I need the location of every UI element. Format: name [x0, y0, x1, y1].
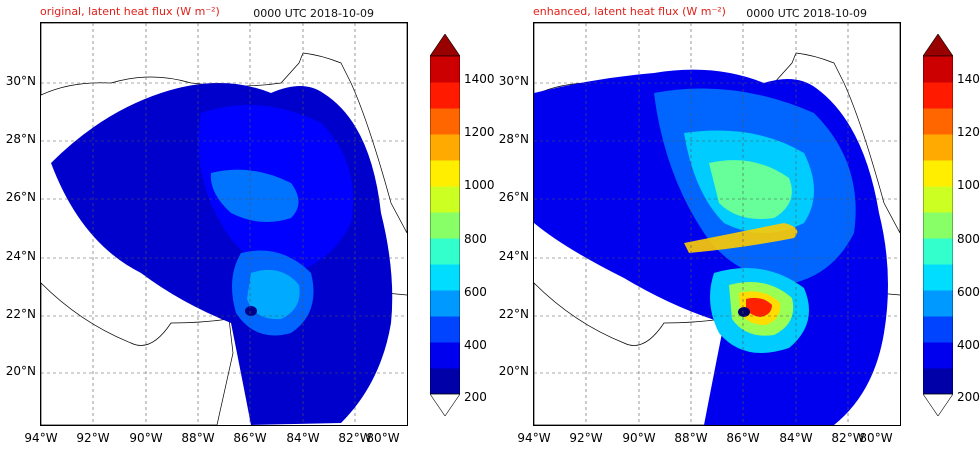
- lon-label: 94°W: [24, 431, 58, 445]
- panel-title: enhanced, latent heat flux (W m⁻²): [533, 5, 726, 18]
- colorbar-segment: [923, 342, 953, 369]
- colorbar: [923, 34, 953, 416]
- colorbar-label: 200: [464, 390, 487, 404]
- lon-label: 90°W: [622, 431, 656, 445]
- colorbar-segment: [430, 82, 460, 109]
- heat-flux-contours: [534, 69, 888, 425]
- lat-label: 28°N: [5, 132, 36, 146]
- colorbar-label: 1200: [957, 125, 980, 139]
- heat-flux-contours: [51, 83, 393, 425]
- gridlines: [41, 23, 407, 425]
- panel-time: 0000 UTC 2018-10-09: [746, 7, 867, 20]
- lat-label: 22°N: [5, 307, 36, 321]
- colorbar-top-cap: [430, 34, 460, 57]
- colorbar-segment: [923, 134, 953, 161]
- colorbar-segment: [430, 160, 460, 187]
- panel-title: original, latent heat flux (W m⁻²): [40, 5, 220, 18]
- lat-label: 24°N: [5, 249, 36, 263]
- colorbar-segment: [923, 56, 953, 83]
- colorbar-label: 1000: [464, 178, 495, 192]
- lat-label: 20°N: [498, 364, 529, 378]
- map-field: [41, 23, 407, 425]
- colorbar-label: 600: [464, 285, 487, 299]
- colorbar-segment: [923, 238, 953, 265]
- colorbar-segment: [923, 160, 953, 187]
- colorbar-bottom-cap: [923, 393, 953, 416]
- lon-label: 92°W: [76, 431, 110, 445]
- lon-label: 92°W: [569, 431, 603, 445]
- lon-label: 94°W: [517, 431, 551, 445]
- lat-label: 26°N: [5, 190, 36, 204]
- colorbar-segment: [923, 368, 953, 395]
- lat-label: 22°N: [498, 307, 529, 321]
- colorbar-label: 1400: [464, 72, 495, 86]
- lon-label: 82°W: [831, 431, 865, 445]
- lat-label: 30°N: [498, 74, 529, 88]
- colorbar-segment: [430, 108, 460, 135]
- colorbar-frame: [430, 55, 460, 395]
- colorbar-segment: [923, 82, 953, 109]
- colorbar-segment: [430, 342, 460, 369]
- lat-label: 20°N: [5, 364, 36, 378]
- colorbar-segment: [430, 212, 460, 239]
- panel-time: 0000 UTC 2018-10-09: [253, 7, 374, 20]
- colorbar-segment: [430, 290, 460, 317]
- colorbar-segment: [430, 368, 460, 395]
- lat-label: 24°N: [498, 249, 529, 263]
- colorbar-frame: [923, 55, 953, 395]
- colorbar-label: 800: [957, 232, 980, 246]
- lon-label: 88°W: [181, 431, 215, 445]
- colorbar-label: 1000: [957, 178, 980, 192]
- colorbar-segment: [923, 316, 953, 343]
- land-outline: [41, 23, 407, 425]
- latent-heat-flux-map: [533, 22, 901, 426]
- lat-label: 26°N: [498, 190, 529, 204]
- colorbar-label: 600: [957, 285, 980, 299]
- lon-label: 90°W: [129, 431, 163, 445]
- colorbar-segment: [923, 212, 953, 239]
- lon-label: 86°W: [726, 431, 760, 445]
- lat-label: 28°N: [498, 132, 529, 146]
- latent-heat-flux-map: [40, 22, 408, 426]
- lon-label: 84°W: [286, 431, 320, 445]
- colorbar-segment: [430, 186, 460, 213]
- colorbar-segment: [923, 290, 953, 317]
- lon-label: 86°W: [233, 431, 267, 445]
- lon-label: 88°W: [674, 431, 708, 445]
- panel-enhanced: enhanced, latent heat flux (W m⁻²) 0000 …: [493, 0, 980, 451]
- lon-label: 80°W: [859, 431, 893, 445]
- colorbar-segment: [430, 238, 460, 265]
- colorbar-segment: [923, 264, 953, 291]
- panel-original: original, latent heat flux (W m⁻²) 0000 …: [5, 5, 495, 445]
- colorbar-label: 1400: [957, 72, 980, 86]
- colorbar-label: 1200: [464, 125, 495, 139]
- lat-label: 30°N: [5, 74, 36, 88]
- colorbar-segment: [923, 108, 953, 135]
- colorbar: [430, 34, 460, 416]
- colorbar-top-cap: [923, 34, 953, 57]
- colorbar-label: 200: [957, 390, 980, 404]
- colorbar-segment: [430, 316, 460, 343]
- colorbar-segment: [430, 264, 460, 291]
- colorbar-label: 400: [957, 338, 980, 352]
- lon-label: 80°W: [366, 431, 400, 445]
- colorbar-segment: [923, 186, 953, 213]
- gridlines: [534, 23, 900, 425]
- colorbar-segment: [430, 56, 460, 83]
- colorbar-label: 400: [464, 338, 487, 352]
- map-field: [534, 23, 900, 425]
- lon-label: 82°W: [338, 431, 372, 445]
- colorbar-segment: [430, 134, 460, 161]
- colorbar-label: 800: [464, 232, 487, 246]
- colorbar-bottom-cap: [430, 393, 460, 416]
- lon-label: 84°W: [779, 431, 813, 445]
